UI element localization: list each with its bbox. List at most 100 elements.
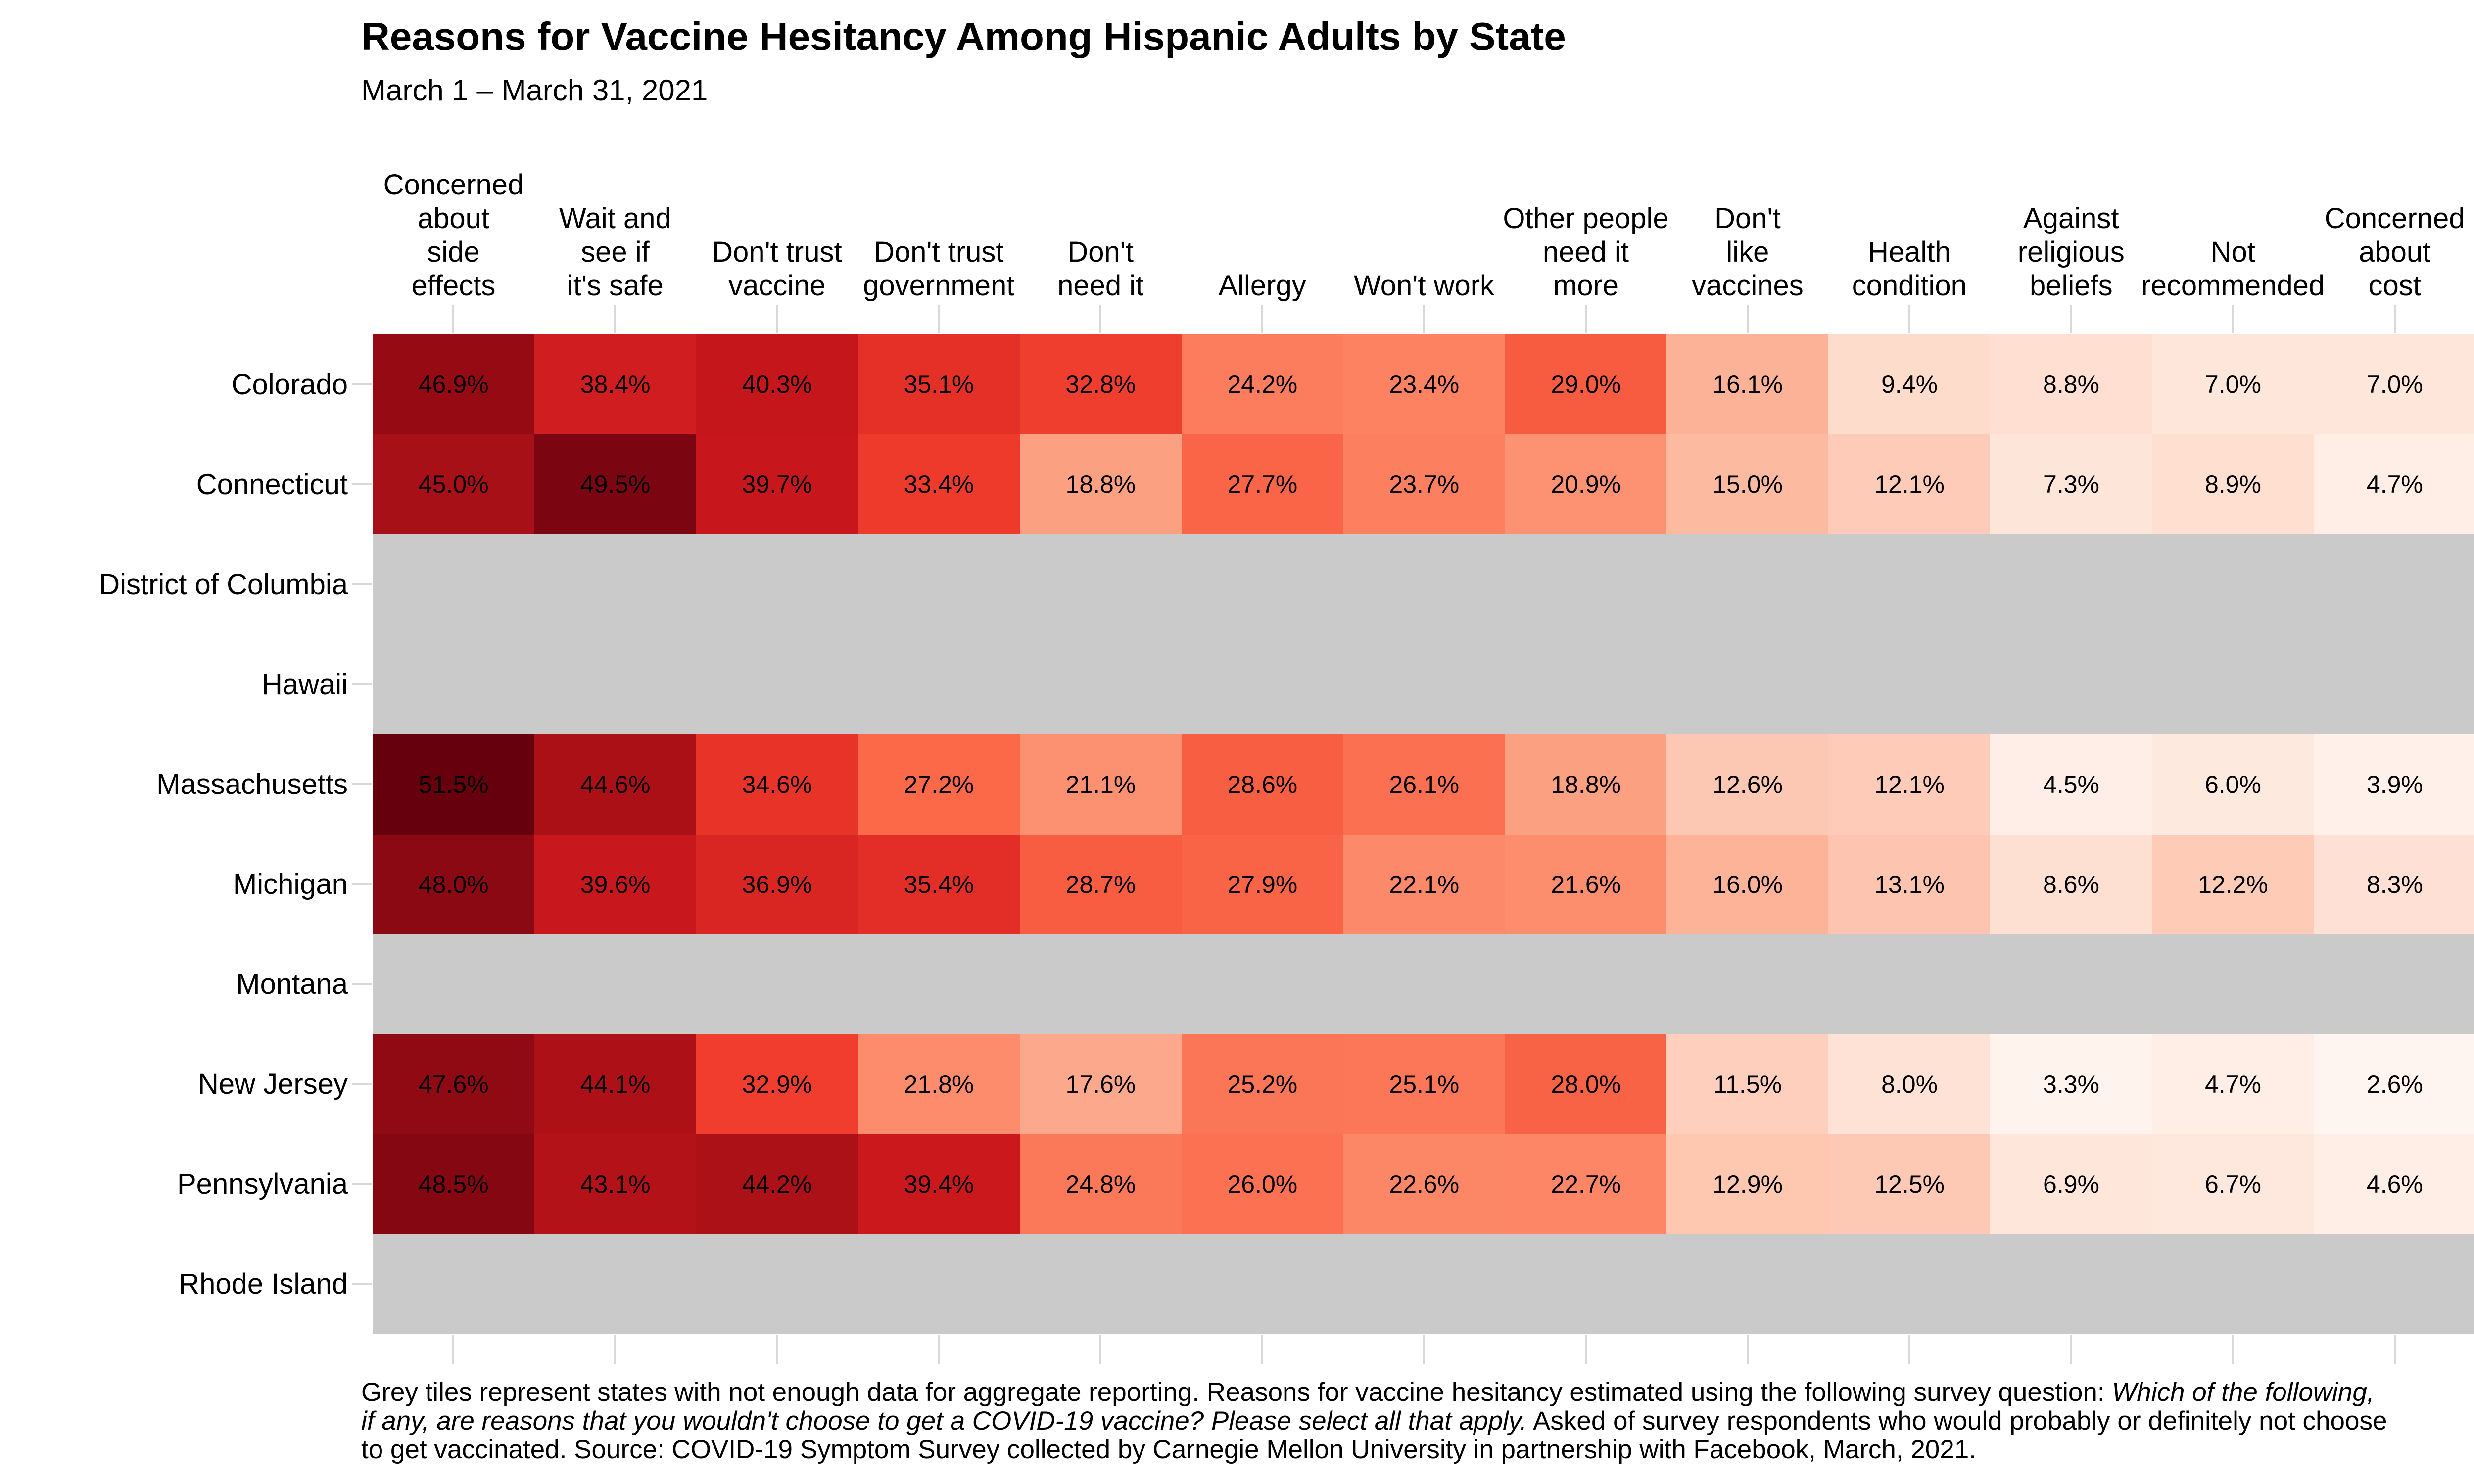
heatmap-cell: 34.6% [696,734,858,835]
axis-tick [614,1335,617,1364]
footnote-text: Grey tiles represent states with not eno… [361,1378,2112,1407]
heatmap-cell: 32.9% [696,1034,858,1135]
heatmap-cell: 12.9% [1666,1134,1829,1235]
axis-tick [352,1083,372,1085]
axis-tick [1908,1335,1910,1364]
axis-tick [1908,305,1910,333]
heatmap-cell: 44.2% [696,1134,858,1235]
axis-tick [1423,305,1426,333]
heatmap-cell: 40.3% [696,334,858,435]
heatmap-cell: 16.1% [1666,334,1829,435]
heatmap-cell: 9.4% [1828,334,1991,435]
axis-tick [776,1335,778,1364]
row-label: District of Columbia [99,568,348,601]
row-labels: Colorado Connecticut District of Columbia H… [0,334,348,1334]
footnote-text: Asked of survey respondents who would pr… [1527,1406,2387,1436]
axis-tick [452,305,455,333]
heatmap-cell: 8.8% [1990,334,2152,435]
column-header-line: vaccine [728,270,826,302]
heatmap-cell: 12.5% [1828,1134,1991,1235]
column-header-line: need it [1057,270,1144,302]
column-header-line: Concerned [2324,202,2465,234]
axis-tick [352,483,372,486]
axis-tick [2070,305,2072,333]
heatmap-cell: 26.0% [1181,1134,1344,1235]
heatmap-cell: 11.5% [1666,1034,1829,1135]
no-data-row-bar [373,534,2474,635]
column-header-line: Don't [1067,236,1134,268]
column-header-line: Health [1868,236,1951,268]
row-label: Michigan [233,868,348,901]
heatmap-cell: 7.3% [1990,434,2152,535]
axis-tick [1585,305,1587,333]
heatmap-cell: 44.1% [534,1034,697,1135]
heatmap-plot-area: 46.9% 38.4% 40.3% 35.1% 32.8% 24.2% 23.4% 29.0%… [373,334,2474,1335]
column-header-line: condition [1852,270,1967,302]
column-header: Don't trust vaccine [696,148,858,303]
heatmap-cell: 36.9% [696,834,858,935]
heatmap-cell: 8.3% [2314,834,2474,935]
heatmap-cell: 21.6% [1505,834,1667,935]
heatmap-cell: 2.6% [2314,1034,2474,1135]
axis-tick [352,1283,372,1285]
heatmap-cell: 24.2% [1181,334,1344,435]
column-header: Allergy [1182,148,1343,303]
heatmap-cell: 49.5% [534,434,697,535]
heatmap-cell: 16.0% [1666,834,1829,935]
axis-tick [2232,305,2234,333]
heatmap-cell: 28.0% [1505,1034,1667,1135]
no-data-row-bar [373,1234,2474,1335]
axis-tick [1099,305,1102,333]
heatmap-cell: 22.1% [1343,834,1506,935]
footnote-text: to get vaccinated. Source: COVID-19 Symp… [361,1435,1976,1464]
column-header-line: about [417,202,490,234]
no-data-row-bar [373,634,2474,735]
heatmap-cell: 47.6% [373,1034,535,1135]
column-headers: Concerned about side effects Wait and see if i… [373,148,2474,303]
heatmap-cell: 23.7% [1343,434,1506,535]
heatmap-cell: 22.7% [1505,1134,1667,1235]
column-header-line: Don't trust [874,236,1004,268]
heatmap-cell: 29.0% [1505,334,1667,435]
row-label: New Jersey [198,1068,348,1101]
column-header-line: cost [2368,270,2421,302]
heatmap-cell: 24.8% [1019,1134,1182,1235]
axis-tick [2393,1335,2396,1364]
row-label: Hawaii [261,668,348,700]
axis-tick [352,583,372,586]
axis-tick [452,1335,455,1364]
column-header-line: Concerned [383,169,524,201]
heatmap-cell: 12.6% [1666,734,1829,835]
heatmap-cell: 20.9% [1505,434,1667,535]
heatmap-cell: 25.1% [1343,1034,1506,1135]
column-header-line: more [1553,270,1619,302]
axis-tick [352,1183,372,1185]
no-data-row-bar [373,934,2474,1035]
heatmap-cell: 7.0% [2152,334,2314,435]
heatmap-cell: 4.6% [2314,1134,2474,1235]
column-header-line: Not [2210,236,2255,268]
column-header-line: Don't trust [712,236,842,268]
column-header-line: Wait and [559,202,671,234]
column-header-line: government [863,270,1015,302]
heatmap-cell: 48.5% [373,1134,535,1235]
heatmap-cell: 8.0% [1828,1034,1991,1135]
axis-tick [352,883,372,885]
row-label: Connecticut [196,468,348,501]
column-header: Against religious beliefs [1990,148,2152,303]
heatmap-cell: 4.7% [2152,1034,2314,1135]
axis-tick [352,983,372,985]
column-header-line: Won't work [1354,270,1495,302]
heatmap-cell: 21.1% [1019,734,1182,835]
column-header-line: vaccines [1692,270,1804,302]
axis-tick [1261,305,1264,333]
footnote: Grey tiles represent states with not eno… [361,1378,2474,1464]
heatmap-cell: 39.7% [696,434,858,535]
heatmap-cell: 46.9% [373,334,535,435]
axis-tick [1423,1335,1426,1364]
column-header-line: see if [581,236,650,268]
column-header-line: effects [411,270,496,302]
footnote-survey-question: if any, are reasons that you wouldn't ch… [361,1406,1527,1436]
footnote-survey-question: Which of the following, [2112,1378,2375,1407]
